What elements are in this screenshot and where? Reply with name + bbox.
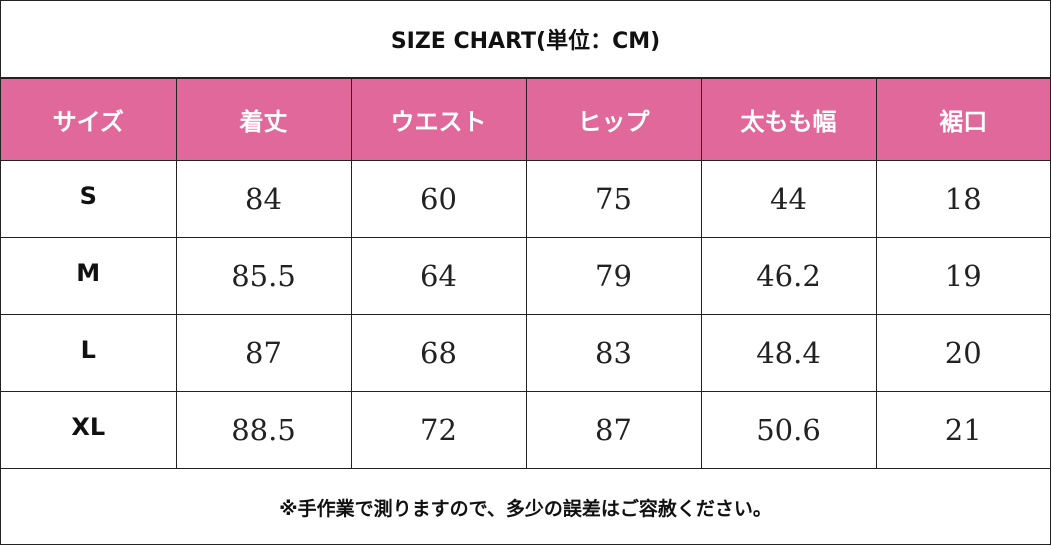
hip-value: 75 xyxy=(525,160,702,238)
length-value: 88.5 xyxy=(175,391,352,469)
waist-value: 68 xyxy=(350,314,527,392)
size-label: L xyxy=(1,314,177,392)
thigh-value: 46.2 xyxy=(700,237,877,315)
header-size: サイズ xyxy=(1,78,177,161)
table-row: XL 88.5 72 87 50.6 21 xyxy=(1,391,1050,469)
measurement-note: ※手作業で測りますので、多少の誤差はご容赦ください。 xyxy=(279,497,772,520)
length-value: 84 xyxy=(175,160,352,238)
header-row: サイズ 着丈 ウエスト ヒップ 太もも幅 裾口 xyxy=(1,78,1050,161)
length-value: 85.5 xyxy=(175,237,352,315)
hem-value: 21 xyxy=(875,391,1050,469)
header-hip: ヒップ xyxy=(525,78,702,161)
size-label: M xyxy=(1,237,177,315)
hem-value: 18 xyxy=(875,160,1050,238)
table-row: S 84 60 75 44 18 xyxy=(1,160,1050,238)
waist-value: 60 xyxy=(350,160,527,238)
hip-value: 79 xyxy=(525,237,702,315)
header-thigh: 太もも幅 xyxy=(700,78,877,161)
size-table: サイズ 着丈 ウエスト ヒップ 太もも幅 裾口 S 84 60 75 44 18… xyxy=(1,78,1050,469)
thigh-value: 44 xyxy=(700,160,877,238)
size-label: S xyxy=(1,160,177,238)
size-label: XL xyxy=(1,391,177,469)
header-length: 着丈 xyxy=(175,78,352,161)
thigh-value: 48.4 xyxy=(700,314,877,392)
header-hem: 裾口 xyxy=(875,78,1050,161)
hem-value: 20 xyxy=(875,314,1050,392)
hip-value: 83 xyxy=(525,314,702,392)
header-waist: ウエスト xyxy=(350,78,527,161)
hem-value: 19 xyxy=(875,237,1050,315)
waist-value: 64 xyxy=(350,237,527,315)
length-value: 87 xyxy=(175,314,352,392)
chart-title: SIZE CHART(単位：CM) xyxy=(1,1,1050,78)
table-row: L 87 68 83 48.4 20 xyxy=(1,314,1050,392)
thigh-value: 50.6 xyxy=(700,391,877,469)
hip-value: 87 xyxy=(525,391,702,469)
table-row: M 85.5 64 79 46.2 19 xyxy=(1,237,1050,315)
waist-value: 72 xyxy=(350,391,527,469)
